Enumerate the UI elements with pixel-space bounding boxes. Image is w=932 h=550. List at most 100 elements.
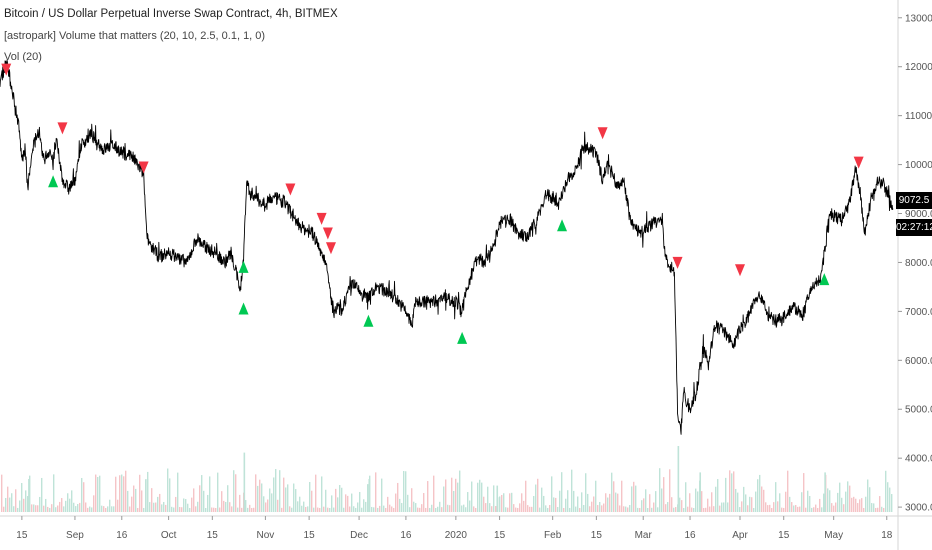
volume-bar [199,485,201,512]
volume-bar [469,500,471,512]
volume-bar [165,504,167,512]
volume-bar [503,493,505,512]
volume-bar [569,507,571,512]
volume-bar [533,496,535,512]
symbol-title[interactable]: Bitcoin / US Dollar Perpetual Inverse Sw… [4,8,338,20]
volume-bar [757,479,759,512]
volume-bar [393,507,395,512]
volume-bar [843,504,845,512]
volume-bar [699,472,702,512]
volume-bar [885,470,887,512]
sell-signal-marker [672,256,683,269]
volume-bar [777,501,779,512]
volume-bar [717,479,719,512]
volume-bar [451,477,453,512]
volume-bar [121,474,123,512]
volume-bar [485,503,487,512]
volume-bar [281,507,283,512]
volume-bar [17,507,19,512]
buy-signal-marker [363,314,374,327]
volume-bar [695,488,697,512]
volume-bar [795,504,797,512]
volume-bar [85,502,87,512]
time-tick-label: 16 [116,530,128,541]
volume-bar [865,496,867,512]
volume-bar [555,497,557,512]
price-tick-label: 7000.0 [905,307,932,318]
volume-bar [643,498,645,512]
volume-bar [783,507,785,512]
volume-bar [169,478,171,512]
volume-bar [727,502,729,512]
sell-signal-marker [1,63,12,76]
last-price-badge: 9072.5 [896,192,932,209]
volume-bar [743,486,745,512]
volume-bar [535,484,537,512]
time-tick-label: Oct [161,530,177,541]
volume-bar [705,507,707,512]
volume-bar [255,474,257,512]
volume-bar [137,507,139,512]
volume-bar [439,501,441,512]
sell-signal-marker [735,264,746,277]
sell-signal-marker [322,227,333,240]
volume-bar [359,491,361,512]
volume-bar [185,499,187,512]
volume-bar [667,502,669,512]
volume-bar [753,507,755,512]
volume-bar [769,504,771,512]
volume-bar [195,506,197,512]
volume-bar [427,481,429,512]
volume-bar [785,491,787,512]
volume-bar [103,506,105,512]
volume-bar [477,482,479,512]
volume-bar [28,479,30,512]
volume-bar [317,507,319,512]
volume-bar [285,487,287,512]
volume-bar [415,503,417,512]
volume-bar [681,500,683,512]
volume-bar [887,482,889,512]
volume-bar [493,485,495,512]
volume-bar [437,506,439,512]
time-axis[interactable]: 15 Sep 16 Oct 15 Nov 15 Dec 16 2020 15 Feb 15 Mar 16 Ap… [16,516,893,541]
volume-bar [187,503,189,512]
volume-bar [349,506,351,512]
volume-bar [297,501,299,512]
volume-bar [403,470,405,512]
volume-bar [647,507,649,512]
volume-bar [553,497,555,512]
volume-bar [625,506,627,512]
volume-bar [7,486,9,512]
volume-bar [167,468,169,512]
volume-bar [613,481,615,512]
volume-bar [733,471,735,512]
volume-bar [425,507,427,512]
bar-countdown-badge: 02:27:12 [896,219,932,236]
volume-legend[interactable]: Vol (20) [4,51,42,63]
volume-bar [435,507,437,512]
price-axis[interactable]: 3000.0 4000.0 5000.0 6000.0 7000.0 8000.0 9000… [898,13,932,514]
volume-bar [387,496,389,512]
volume-bar [117,499,119,512]
volume-bar [141,490,143,512]
volume-bar [307,506,309,512]
indicator-legend[interactable]: [astropark] Volume that matters (20, 10,… [4,30,266,42]
volume-bar [779,493,781,512]
volume-bar [291,507,293,512]
volume-bar [821,507,823,512]
volume-bar [335,488,337,512]
volume-bar [651,507,653,512]
volume-bar [653,502,655,512]
volume-bar [357,502,359,512]
volume-bar [433,475,435,512]
volume-bar [775,482,777,512]
volume-bar [5,497,7,512]
volume-bar [859,499,861,512]
volume-bar [793,505,795,512]
volume-bar [231,506,233,512]
time-tick-label: 18 [881,530,893,541]
volume-bar [341,487,343,512]
